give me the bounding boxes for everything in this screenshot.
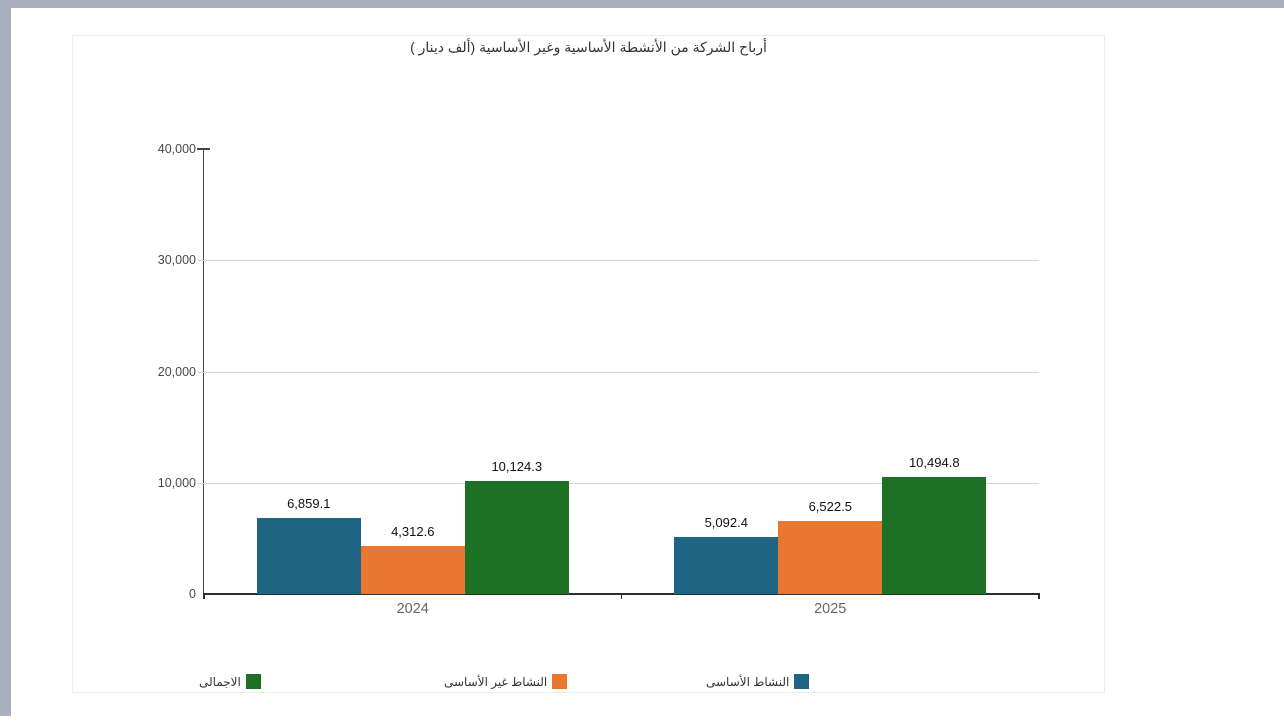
bar-2024-series-2[interactable] <box>464 481 569 594</box>
gridline <box>198 260 1039 262</box>
bar-value-label: 4,312.6 <box>391 524 435 540</box>
bar-2025-series-2[interactable] <box>882 477 987 594</box>
chart-legend: الاجمالى النشاط غير الأساسى النشاط الأساسى <box>73 674 1104 694</box>
y-axis-label: 10,000 <box>157 475 196 490</box>
gridline <box>198 482 1039 484</box>
y-axis-label: 40,000 <box>157 142 196 156</box>
legend-swatch-icon <box>794 674 810 689</box>
legend-item-label: النشاط غير الأساسى <box>444 674 548 689</box>
chart-title: أرباح الشركة من الأنشطة الأساسية وغير ال… <box>410 39 767 55</box>
bar-value-label: 5,092.4 <box>704 515 748 531</box>
x-axis-category-label: 2025 <box>814 601 847 617</box>
window-chrome-top-bar <box>0 0 1284 8</box>
plot-area: 0 10,000 20,000 30,000 40,000 6,859.1 4,312.6 1… <box>158 142 1040 617</box>
legend-item-0[interactable]: الاجمالى <box>199 674 261 689</box>
legend-item-label: الاجمالى <box>199 674 241 689</box>
bar-value-label: 6,522.5 <box>808 499 852 515</box>
legend-item-2[interactable]: النشاط الأساسى <box>706 674 810 689</box>
x-axis-category-label: 2024 <box>396 601 429 617</box>
y-axis-label: 30,000 <box>157 253 196 268</box>
gridline <box>198 371 1039 373</box>
legend-swatch-icon <box>552 674 568 689</box>
y-axis-tick <box>197 148 210 150</box>
window-chrome-left-bar <box>0 0 11 716</box>
bar-2025-series-1[interactable] <box>778 521 883 594</box>
x-axis-tick <box>620 594 623 599</box>
legend-swatch-icon <box>245 674 261 689</box>
bar-value-label: 10,124.3 <box>491 459 543 475</box>
legend-item-1[interactable]: النشاط غير الأساسى <box>444 674 568 689</box>
bar-2024-series-0[interactable] <box>256 517 361 594</box>
chart-card: أرباح الشركة من الأنشطة الأساسية وغير ال… <box>72 35 1105 693</box>
bar-value-label: 10,494.8 <box>908 455 960 471</box>
bar-2024-series-1[interactable] <box>360 546 465 594</box>
x-axis-tick <box>1038 594 1040 599</box>
bar-2025-series-0[interactable] <box>674 537 779 594</box>
y-axis-label: 0 <box>189 587 196 601</box>
y-axis-label: 20,000 <box>157 364 196 379</box>
bar-value-label: 6,859.1 <box>287 495 331 511</box>
legend-item-label: النشاط الأساسى <box>706 674 790 689</box>
x-axis-tick <box>203 594 205 599</box>
